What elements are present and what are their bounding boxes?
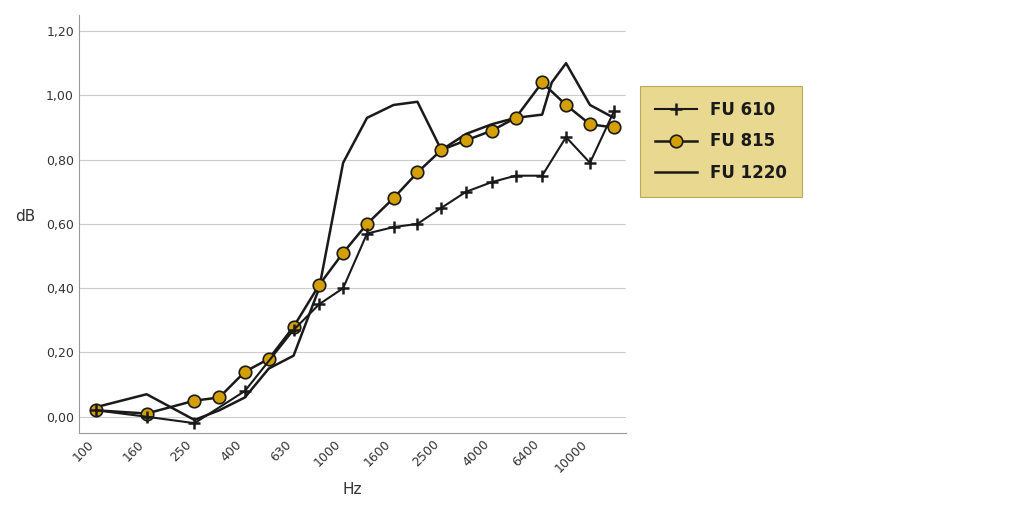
FU 610 (288, 327, 300, 333)
FU 815 (485, 127, 498, 134)
FU 610 (510, 173, 522, 179)
FU 610 (90, 407, 102, 413)
FU 1220 (546, 79, 558, 86)
FU 815 (584, 121, 596, 127)
Y-axis label: dB: dB (15, 209, 35, 224)
FU 815 (188, 398, 201, 404)
FU 815 (313, 282, 326, 288)
FU 1220 (510, 115, 522, 121)
FU 815 (560, 102, 572, 108)
FU 610 (387, 224, 399, 230)
FU 815 (536, 79, 548, 86)
FU 815 (213, 394, 225, 400)
FU 815 (288, 324, 300, 330)
FU 815 (262, 356, 274, 362)
FU 815 (412, 169, 424, 176)
FU 815 (510, 115, 522, 121)
FU 610 (188, 420, 201, 426)
FU 1220 (140, 391, 153, 397)
FU 1220 (584, 102, 596, 108)
FU 610 (360, 230, 373, 237)
FU 1220 (485, 121, 498, 127)
FU 1220 (536, 112, 548, 118)
FU 1220 (387, 102, 399, 108)
Legend: FU 610, FU 815, FU 1220: FU 610, FU 815, FU 1220 (640, 86, 802, 197)
FU 610 (313, 301, 326, 307)
FU 1220 (213, 407, 225, 413)
FU 610 (140, 414, 153, 420)
FU 815 (460, 137, 472, 143)
FU 815 (435, 147, 447, 153)
FU 1220 (288, 353, 300, 359)
FU 1220 (313, 285, 326, 291)
FU 610 (485, 179, 498, 185)
FU 1220 (188, 417, 201, 423)
X-axis label: Hz: Hz (343, 482, 362, 497)
FU 1220 (412, 99, 424, 105)
FU 815 (239, 369, 251, 375)
FU 1220 (560, 60, 572, 66)
FU 1220 (239, 394, 251, 400)
FU 1220 (460, 131, 472, 137)
FU 610 (608, 109, 621, 115)
FU 610 (412, 221, 424, 227)
FU 610 (460, 189, 472, 195)
FU 1220 (360, 115, 373, 121)
Line: FU 815: FU 815 (90, 76, 621, 420)
FU 610 (337, 285, 349, 291)
FU 815 (90, 407, 102, 413)
FU 1220 (435, 147, 447, 153)
FU 610 (435, 205, 447, 211)
FU 815 (337, 250, 349, 256)
FU 610 (536, 173, 548, 179)
FU 815 (608, 124, 621, 131)
FU 1220 (608, 115, 621, 121)
Line: FU 610: FU 610 (91, 106, 620, 429)
FU 815 (360, 221, 373, 227)
FU 815 (387, 195, 399, 201)
FU 1220 (337, 160, 349, 166)
FU 1220 (90, 404, 102, 410)
FU 815 (140, 411, 153, 417)
Line: FU 1220: FU 1220 (96, 63, 614, 420)
FU 610 (239, 388, 251, 394)
FU 1220 (262, 366, 274, 372)
FU 610 (584, 160, 596, 166)
FU 610 (560, 134, 572, 140)
